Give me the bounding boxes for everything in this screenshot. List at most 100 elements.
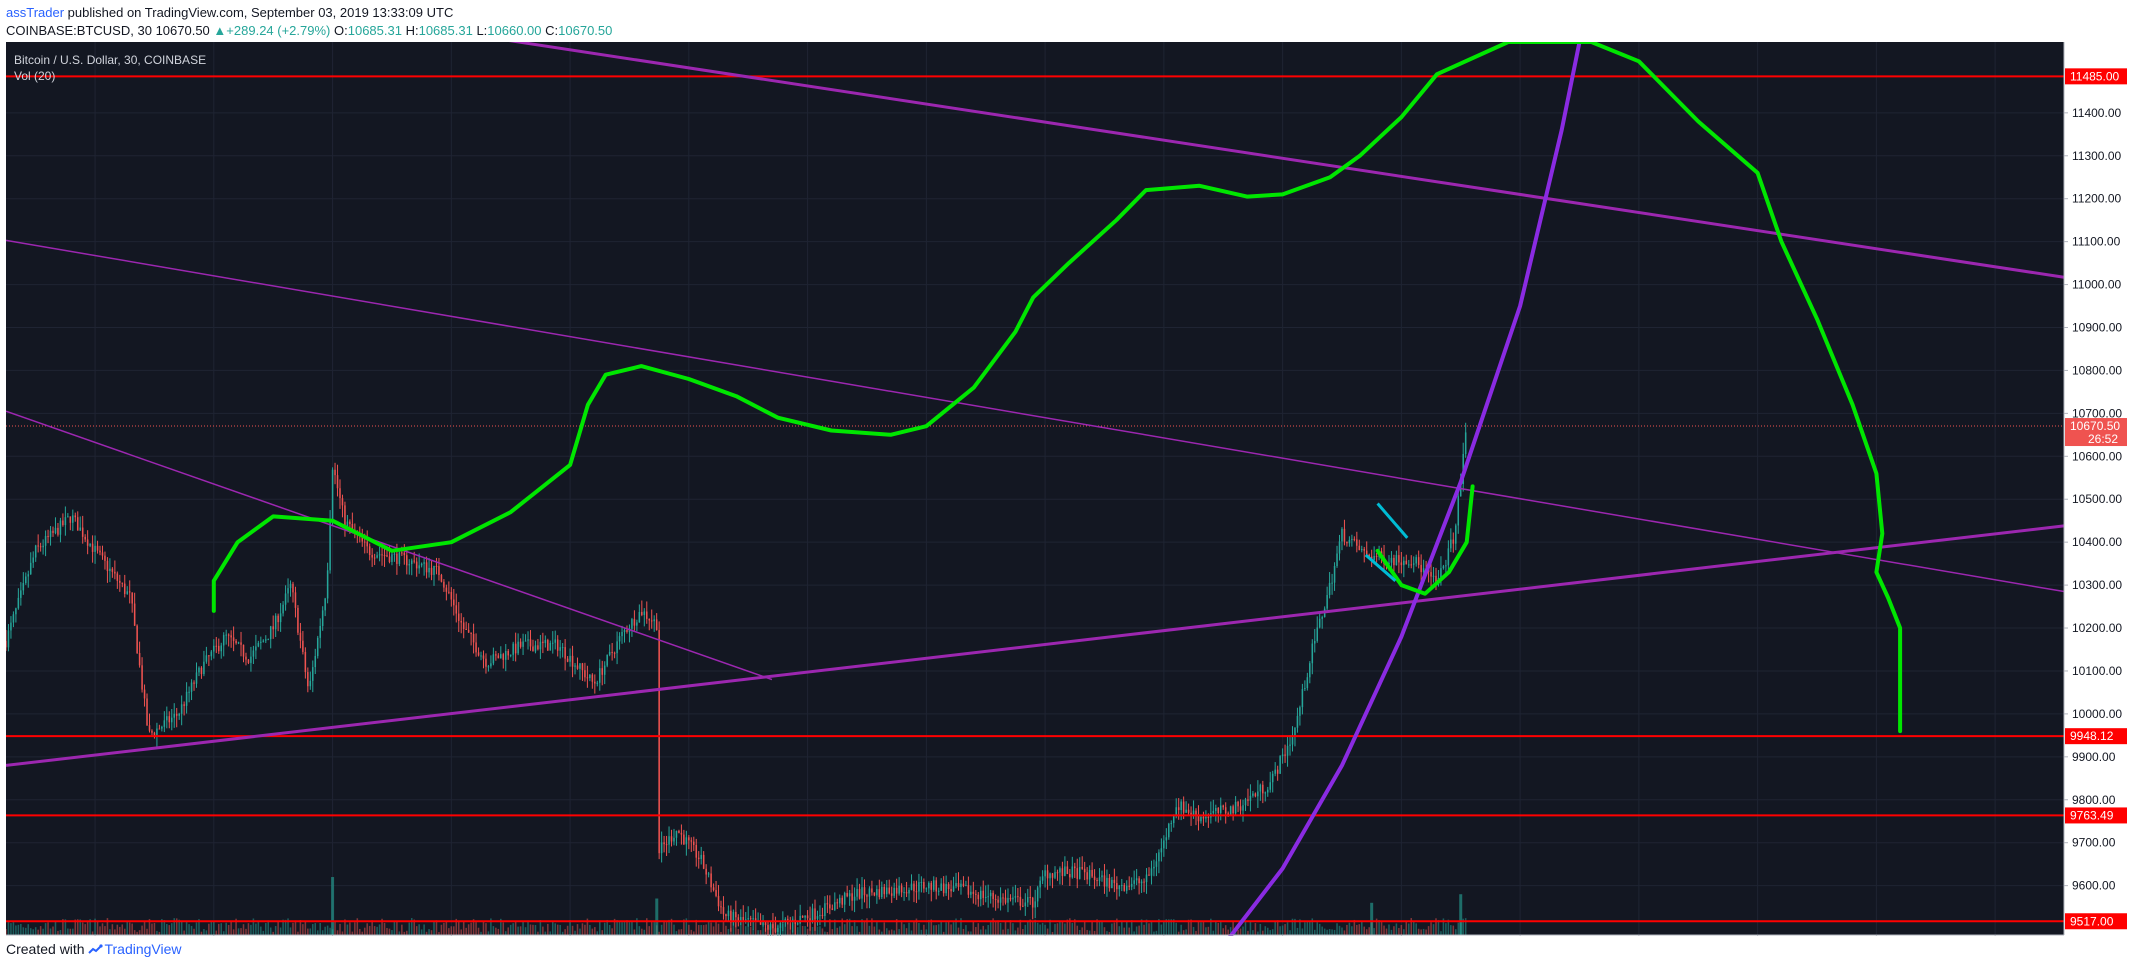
volume-bar: [76, 919, 79, 935]
volume-bar: [287, 918, 289, 935]
candle-body: [843, 893, 846, 905]
candle-body: [660, 842, 663, 854]
candle-body: [430, 567, 433, 575]
candle-body: [89, 543, 91, 546]
candle-body: [821, 914, 824, 917]
volume-bar: [274, 926, 277, 935]
volume-bar: [480, 931, 482, 935]
candle-body: [119, 580, 121, 583]
volume-bar: [250, 924, 252, 935]
candle-body: [826, 903, 829, 905]
price-tick-label: 10200.00: [2072, 621, 2122, 635]
candle-body: [433, 565, 435, 575]
volume-bar: [556, 924, 559, 935]
volume-bar: [72, 928, 74, 935]
volume-bar: [1175, 922, 1177, 935]
symbol-interval: COINBASE:BTCUSD, 30: [6, 23, 152, 38]
candle-body: [846, 893, 848, 897]
candle-body: [1118, 885, 1121, 890]
volume-bar: [1452, 925, 1455, 935]
candle-body: [720, 906, 722, 908]
candle-body: [294, 592, 297, 608]
candle-body: [787, 918, 789, 921]
volume-bar: [816, 926, 819, 935]
candle-body: [759, 920, 762, 925]
volume-bar: [819, 926, 821, 935]
price-tick-label: 9900.00: [2072, 750, 2116, 764]
candle-body: [631, 619, 633, 629]
candle-body: [193, 682, 195, 684]
candle-body: [1128, 885, 1130, 887]
volume-bar: [710, 922, 712, 935]
volume-bar: [91, 931, 94, 935]
candle-body: [1363, 548, 1366, 551]
candle-body: [1083, 868, 1086, 873]
volume-bar: [423, 924, 425, 935]
price-tick-label: 9800.00: [2072, 793, 2116, 807]
candle-body: [1294, 727, 1296, 737]
candle-body: [1309, 663, 1311, 678]
candle-body: [641, 612, 643, 615]
price-chart[interactable]: 9600.00 9700.00 9800.00 9900.00 10000.00 1010…: [6, 42, 2128, 936]
volume-bar: [821, 928, 824, 935]
volume-bar: [247, 923, 250, 935]
candle-body: [307, 672, 309, 687]
volume-bar: [42, 928, 44, 935]
volume-bar: [1172, 919, 1175, 935]
volume-bar: [1061, 921, 1064, 935]
candle-body: [351, 524, 354, 530]
volume-bar: [141, 925, 143, 935]
candle-body: [1415, 557, 1417, 564]
volume-bar: [977, 923, 980, 935]
volume-bar: [1328, 929, 1331, 935]
time-axis[interactable]: 2425262728293031Sep23456789: [88, 935, 1998, 936]
candle-body: [537, 645, 539, 650]
volume-bar: [477, 927, 480, 935]
candle-body: [1182, 801, 1185, 813]
bull-flag-upper: [1376, 502, 1409, 539]
volume-bar: [1155, 930, 1158, 935]
volume-bar: [388, 928, 391, 935]
candle-body: [386, 555, 388, 557]
candle-body: [942, 883, 945, 894]
candle-body: [121, 582, 124, 584]
volume-bar: [472, 919, 475, 935]
candle-body: [1133, 880, 1135, 884]
volume-bar: [185, 922, 188, 935]
volume-bar: [7, 921, 10, 935]
author-link[interactable]: assTrader: [6, 5, 65, 20]
trendline-lower-channel: [6, 524, 2065, 767]
candle-body: [425, 562, 428, 573]
volume-bar: [445, 921, 448, 935]
candle-body: [1390, 557, 1393, 563]
volume-bar: [425, 931, 428, 935]
candle-body: [1212, 810, 1215, 814]
candle-body: [762, 921, 764, 925]
tradingview-link[interactable]: TradingView: [104, 941, 182, 957]
volume-bar: [1098, 920, 1101, 935]
candle-body: [814, 908, 816, 919]
candle-body: [737, 917, 740, 921]
candle-body: [304, 651, 307, 673]
volume-bar: [269, 927, 272, 935]
candle-body: [1420, 564, 1422, 573]
volume-bar: [866, 918, 868, 935]
volume-bar: [1056, 923, 1059, 935]
volume-bar: [346, 924, 349, 935]
volume-bar: [925, 929, 928, 935]
candle-body: [334, 469, 336, 476]
candle-body: [1400, 562, 1403, 566]
volume-bar: [752, 928, 754, 935]
volume-bar: [190, 925, 193, 935]
volume-bar: [658, 931, 660, 935]
candle-body: [106, 560, 109, 572]
candle-body: [1170, 823, 1173, 825]
plot-background: [6, 42, 2064, 935]
candle-body: [170, 717, 173, 723]
level-tag-label: 9517.00: [2070, 914, 2114, 928]
price-axis[interactable]: 9600.00 9700.00 9800.00 9900.00 10000.00 1010…: [2064, 68, 2127, 930]
volume-bar: [519, 926, 522, 935]
candle-body: [928, 882, 930, 889]
candle-body: [1229, 806, 1232, 816]
volume-bar: [304, 921, 307, 935]
